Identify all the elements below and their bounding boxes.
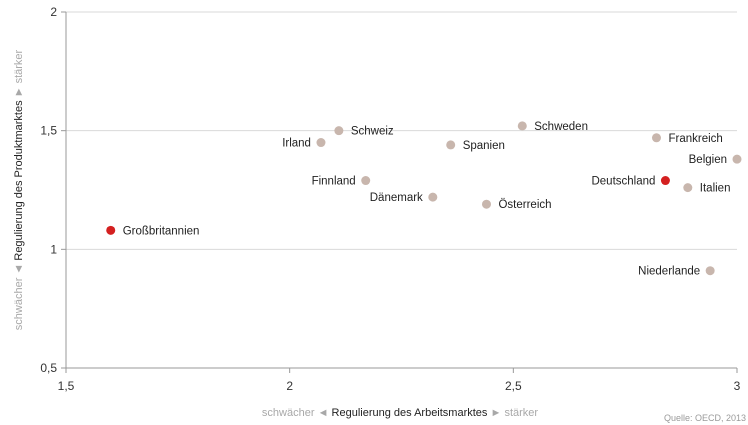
data-point-belgien — [732, 154, 742, 164]
x-axis-title: schwächer ◄ Regulierung des Arbeitsmarkt… — [262, 407, 538, 419]
point-label-oesterreich: Österreich — [498, 199, 551, 211]
x-axis-arrow-left-icon: ◄ — [318, 407, 332, 419]
y-axis-title: schwächer ◄ Regulierung des Produktmarkt… — [13, 49, 25, 330]
y-axis-arrow-up-icon: ► — [13, 83, 25, 97]
y-tick-label: 1,5 — [40, 124, 57, 138]
data-points: Großbritannien Irland Schweiz Finnland Dänem… — [106, 121, 742, 278]
point-label-deutschland: Deutschland — [591, 176, 655, 188]
point-label-finnland: Finnland — [312, 176, 356, 188]
point-label-italien: Italien — [700, 183, 731, 195]
axes — [61, 11, 738, 373]
point-label-grossbritannien: Großbritannien — [123, 225, 200, 237]
point-label-niederlande: Niederlande — [638, 266, 700, 278]
point-label-daenemark: Dänemark — [370, 192, 423, 204]
point-label-frankreich: Frankreich — [668, 133, 722, 145]
point-label-irland: Irland — [282, 138, 311, 150]
point-label-spanien: Spanien — [463, 140, 505, 152]
x-tick-label: 1,5 — [58, 379, 75, 393]
x-tick-label: 2,5 — [505, 379, 522, 393]
y-axis-label: Regulierung des Produktmarktes — [13, 100, 25, 261]
data-point-spanien — [446, 140, 456, 150]
data-point-irland — [316, 138, 326, 148]
data-point-finnland — [361, 176, 371, 186]
source-note: Quelle: OECD, 2013 — [664, 413, 746, 423]
x-axis-label: Regulierung des Arbeitsmarktes — [332, 407, 488, 419]
data-point-deutschland — [660, 176, 670, 186]
point-label-schweden: Schweden — [534, 121, 588, 133]
y-axis-arrow-down-icon: ◄ — [13, 261, 25, 275]
data-point-italien — [683, 183, 693, 193]
x-tick-label: 3 — [734, 379, 741, 393]
x-tick-label: 2 — [286, 379, 293, 393]
x-axis-arrow-right-icon: ► — [491, 407, 505, 419]
data-point-niederlande — [705, 266, 715, 276]
y-axis-weaker-label: schwächer — [13, 277, 25, 330]
data-point-schweden — [517, 121, 527, 131]
y-axis-stronger-label: stärker — [13, 49, 25, 83]
y-tick-label: 0,5 — [40, 361, 57, 375]
data-point-daenemark — [428, 192, 438, 202]
gridlines — [66, 11, 737, 250]
data-point-grossbritannien — [106, 225, 116, 235]
point-label-belgien: Belgien — [689, 154, 727, 166]
y-tick-label: 2 — [50, 5, 57, 19]
data-point-oesterreich — [481, 199, 491, 209]
y-tick-label: 1 — [50, 242, 57, 256]
tick-labels: 0,5 1 1,5 2 1,5 2 2,5 3 — [40, 5, 740, 393]
x-axis-weaker-label: schwächer — [262, 407, 315, 419]
point-label-schweiz: Schweiz — [351, 126, 394, 138]
data-point-schweiz — [334, 126, 344, 136]
data-point-frankreich — [651, 133, 661, 143]
x-axis-stronger-label: stärker — [504, 407, 538, 419]
